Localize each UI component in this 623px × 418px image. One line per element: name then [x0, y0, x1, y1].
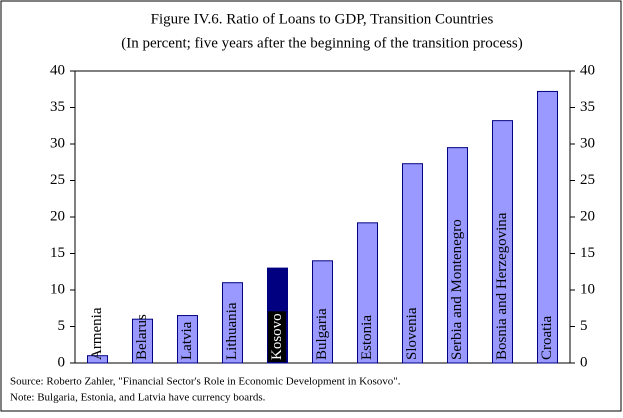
bar	[537, 90, 558, 364]
y-tick-label: 25	[50, 172, 65, 188]
x-category-label: Croatia	[539, 316, 555, 360]
category-label-group: Belarus	[134, 314, 150, 360]
bar	[132, 318, 153, 364]
y-tick-label: 20	[50, 208, 65, 224]
chart-subtitle: (In percent; five years after the beginn…	[121, 35, 523, 51]
label-background	[267, 311, 286, 362]
x-category-label: Latvia	[179, 321, 195, 360]
bar	[177, 315, 198, 364]
bar	[357, 222, 378, 364]
y-tick-label: 10	[50, 281, 65, 297]
x-category-label: Lithuania	[224, 302, 240, 360]
note: Note: Bulgaria, Estonia, and Latvia have…	[10, 392, 266, 404]
category-label-group: Croatia	[539, 316, 555, 360]
category-label-group: Armenia	[89, 307, 105, 360]
y2-tick-label: 0	[580, 354, 588, 370]
x-category-label: Bulgaria	[314, 308, 330, 360]
bar	[492, 120, 513, 364]
y-tick-label: 15	[50, 245, 65, 261]
y2-tick-label: 5	[580, 318, 588, 334]
source: Source: Roberto Zahler, "Financial Secto…	[10, 376, 401, 388]
y2-tick-label: 25	[580, 172, 595, 188]
x-category-label: Belarus	[134, 314, 150, 360]
category-label-group: Bulgaria	[314, 308, 330, 360]
x-category-label: Armenia	[89, 307, 105, 360]
y2-tick-label: 20	[580, 208, 595, 224]
y2-tick-label: 35	[580, 99, 595, 115]
bar	[447, 147, 468, 364]
x-category-label: Serbia and Montenegro	[449, 219, 465, 360]
x-category-label: Estonia	[359, 315, 375, 360]
y-tick-label: 40	[50, 62, 65, 78]
category-label-group: Bosnia and Herzegovina	[494, 212, 510, 360]
bar	[312, 260, 333, 364]
y2-tick-label: 10	[580, 281, 595, 297]
x-category-label: Bosnia and Herzegovina	[494, 212, 510, 360]
y-tick-label: 35	[50, 99, 65, 115]
bar	[222, 282, 243, 364]
x-category-label: Kosovo	[269, 313, 285, 360]
category-label-group: Serbia and Montenegro	[449, 219, 465, 360]
category-label-group: Latvia	[179, 321, 195, 360]
y2-tick-label: 30	[580, 135, 595, 151]
y2-tick-label: 15	[580, 245, 595, 261]
category-label-group: Kosovo	[267, 311, 286, 362]
category-label-group: Slovenia	[404, 307, 420, 360]
y-tick-label: 5	[58, 318, 66, 334]
x-category-label: Slovenia	[404, 307, 420, 360]
chart-title: Figure IV.6. Ratio of Loans to GDP, Tran…	[151, 11, 494, 27]
bar	[402, 163, 423, 364]
y-tick-label: 30	[50, 135, 65, 151]
y-tick-label: 0	[58, 354, 66, 370]
bar	[87, 355, 108, 364]
y2-tick-label: 40	[580, 62, 595, 78]
category-label-group: Lithuania	[224, 302, 240, 360]
category-label-group: Estonia	[359, 315, 375, 360]
